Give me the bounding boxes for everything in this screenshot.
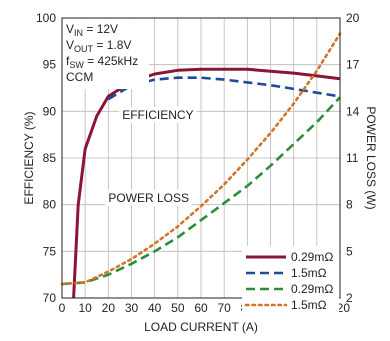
y-right-tick-label: 2: [346, 291, 353, 305]
y-left-tick-label: 95: [43, 58, 57, 72]
x-tick-label: 40: [148, 301, 162, 315]
y-right-tick-label: 8: [346, 198, 353, 212]
y-left-axis-title: EFFICIENCY (%): [22, 111, 36, 204]
y-right-tick-label: 5: [346, 244, 353, 258]
annotation-background: [119, 106, 197, 123]
y-left-tick-label: 75: [43, 244, 57, 258]
legend-label: 1.5mΩ: [291, 298, 327, 312]
annotation-background: [105, 189, 193, 206]
condition-line: CCM: [66, 70, 93, 84]
x-tick-label: 0: [59, 301, 66, 315]
y-left-tick-label: 100: [36, 11, 56, 25]
y-left-tick-label: 90: [43, 104, 57, 118]
condition-line: VOUT = 1.8V: [66, 38, 131, 54]
y-left-tick-label: 85: [43, 151, 57, 165]
x-axis-title: LOAD CURRENT (A): [144, 320, 258, 334]
legend: 0.29mΩ 1.5mΩ 0.29mΩ 1.5mΩ: [242, 246, 339, 314]
series-line-power-loss-2: [61, 96, 341, 286]
y-right-tick-label: 17: [346, 58, 360, 72]
y-left-tick-label: 80: [43, 198, 57, 212]
series-line-efficiency-0: [72, 67, 341, 299]
condition-line: fSW = 425kHz: [66, 54, 138, 70]
legend-label: 0.29mΩ: [291, 282, 333, 296]
x-tick-label: 50: [171, 301, 185, 315]
conditions-background: [63, 19, 149, 89]
legend-label: 0.29mΩ: [291, 250, 333, 264]
x-tick-label: 30: [125, 301, 139, 315]
legend-label: 1.5mΩ: [291, 266, 327, 280]
x-tick-label: 10: [78, 301, 92, 315]
y-right-axis-title: POWER LOSS (W): [364, 106, 378, 209]
y-right-tick-label: 11: [346, 151, 359, 165]
x-tick-label: 70: [217, 301, 231, 315]
condition-line: VIN = 12V: [66, 22, 118, 38]
y-left-tick-label: 70: [43, 291, 57, 305]
efficiency-label: EFFICIENCY: [122, 108, 193, 122]
power-loss-label: POWER LOSS: [108, 191, 189, 205]
y-right-tick-label: 14: [346, 104, 360, 118]
x-tick-label: 20: [102, 301, 116, 315]
y-right-tick-label: 20: [346, 11, 360, 25]
x-tick-label: 60: [194, 301, 208, 315]
plot-frame: [61, 17, 341, 299]
series-line-power-loss-3: [60, 32, 342, 286]
